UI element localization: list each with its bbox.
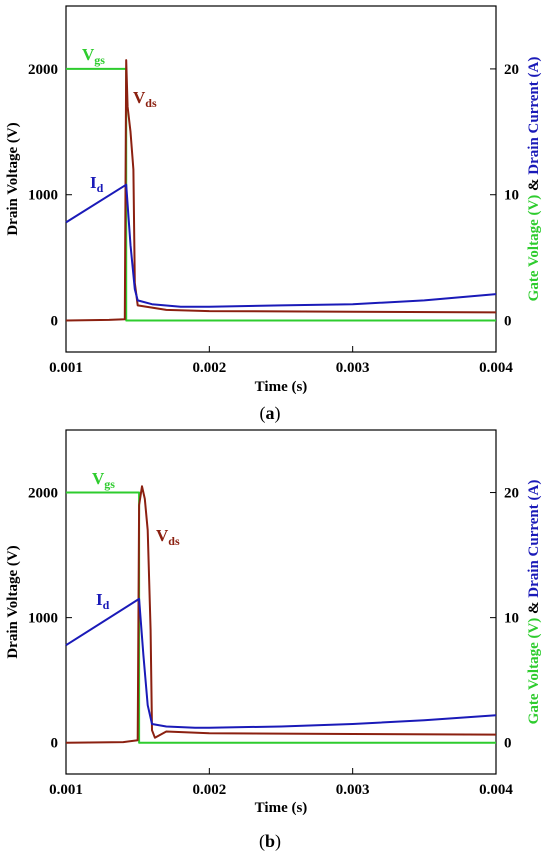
y-right-tick-label: 10 [504,188,519,204]
y-axis-right-title-drain: Drain Current (A) [526,57,542,175]
y-right-tick-label: 20 [504,62,519,78]
x-tick-group: 0.001 0.002 0.003 0.004 [49,346,513,376]
series-line-vgs [66,67,496,322]
x-tick-label: 0.002 [192,782,226,798]
chart-panel-b: 0.001 0.002 0.003 0.004 0 1000 2000 0 10 20 Tim… [5,429,542,852]
annotation-vgs: Vgs [92,469,115,491]
y-right-tick-group: 0 10 20 [490,486,519,752]
y-axis-right-title-drain: Drain Current (A) [526,480,542,598]
y-left-tick-label: 2000 [28,62,58,78]
x-tick-label: 0.004 [479,360,513,376]
annotation-vds: Vds [156,526,180,548]
plot-frame [65,5,497,353]
x-tick-label: 0.001 [49,360,83,376]
annotation-id: Id [90,173,104,195]
y-axis-right-title-gate: Gate Voltage (V) [526,195,542,302]
annotation-vgs: Vgs [82,45,105,67]
y-axis-right-title: Gate Voltage (V) & Drain Current (A) [526,57,542,302]
panel-caption-a: (a) [260,403,281,424]
y-axis-right-title-gate: Gate Voltage (V) [526,618,542,725]
y-axis-right-title-amp: & [526,175,542,195]
plot-frame [65,429,497,775]
y-axis-left-title: Drain Voltage (V) [5,122,21,235]
panel-caption-b: (b) [259,831,281,852]
y-left-tick-label: 0 [51,736,59,752]
x-tick-label: 0.003 [336,360,370,376]
series-line-id [65,597,497,729]
y-right-tick-label: 0 [504,314,512,330]
series-line-id [65,183,497,308]
y-left-tick-label: 0 [51,314,59,330]
y-left-tick-label: 1000 [28,188,58,204]
y-axis-right-title-amp: & [526,598,542,618]
y-left-tick-label: 1000 [28,611,58,627]
series-group [65,485,497,744]
y-right-tick-label: 20 [504,486,519,502]
series-line-vds [65,485,497,744]
x-axis-title: Time (s) [255,800,308,816]
chart-panel-a: 0.001 0.002 0.003 0.004 0 1000 2000 0 10 20 Tim… [5,5,542,424]
x-tick-label: 0.001 [49,782,83,798]
y-axis-left-title: Drain Voltage (V) [5,545,21,658]
x-tick-group: 0.001 0.002 0.003 0.004 [49,768,513,798]
y-right-tick-label: 10 [504,611,519,627]
series-line-vgs [66,491,496,744]
y-right-tick-label: 0 [504,736,512,752]
x-tick-label: 0.003 [336,782,370,798]
x-tick-label: 0.004 [479,782,513,798]
y-axis-right-title: Gate Voltage (V) & Drain Current (A) [526,480,542,725]
series-group [65,59,497,322]
y-left-tick-label: 2000 [28,486,58,502]
x-axis-title: Time (s) [255,379,308,395]
y-left-tick-group: 0 1000 2000 [28,62,72,330]
annotation-id: Id [96,590,110,612]
y-right-tick-group: 0 10 20 [490,62,519,330]
x-tick-label: 0.002 [192,360,226,376]
annotation-vds: Vds [133,88,157,110]
series-line-vds [65,59,497,322]
y-left-tick-group: 0 1000 2000 [28,486,72,752]
